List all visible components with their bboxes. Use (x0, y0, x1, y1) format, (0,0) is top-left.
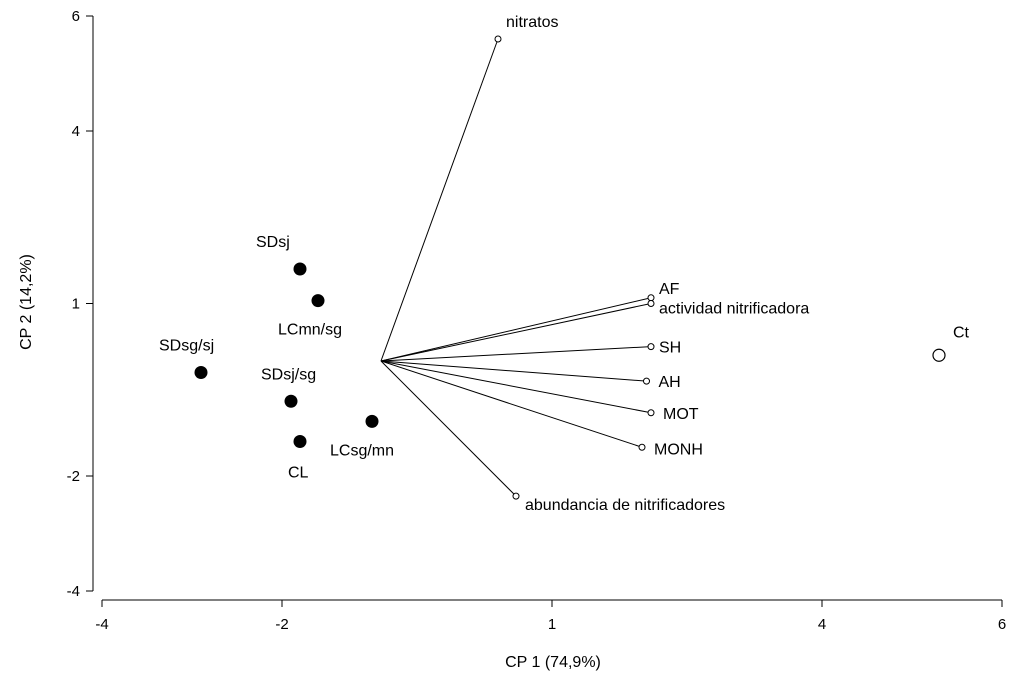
sample-label-6: Ct (953, 324, 970, 341)
x-tick-label-3: 4 (818, 616, 826, 633)
point-labels: nitratos AF actividad nitrificadora SH AH MOT… (159, 14, 970, 514)
vector-0 (380, 38, 499, 362)
variable-label-2: actividad nitrificadora (659, 301, 809, 318)
x-axis-title: CP 1 (74,9%) (505, 654, 601, 671)
vector-7 (380, 360, 517, 497)
variable-label-4: AH (659, 374, 681, 391)
vector-tip-6 (638, 443, 646, 451)
sample-point-5 (365, 414, 379, 428)
y-tick-label-3: 4 (72, 123, 80, 140)
vector-tip-7 (512, 492, 520, 500)
y-tick-label-4: 6 (72, 8, 80, 25)
sample-point-6 (932, 348, 946, 362)
variable-label-6: MONH (654, 441, 703, 458)
sample-label-4: CL (288, 465, 309, 482)
vector-tip-2 (647, 300, 655, 307)
sample-point-2 (194, 366, 208, 379)
sample-point-4 (293, 435, 307, 448)
vector-tip-1 (647, 294, 655, 302)
sample-label-1: LCmn/sg (278, 322, 342, 339)
variable-vectors (380, 35, 655, 500)
sample-label-5: LCsg/mn (330, 442, 394, 459)
vector-tip-5 (647, 409, 655, 417)
vector-4 (380, 360, 647, 382)
vector-tip-3 (647, 343, 655, 351)
vector-tip-4 (643, 377, 650, 385)
x-ticks: -4 -2 1 4 6 (95, 600, 1006, 633)
x-tick-label-0: -4 (95, 616, 108, 633)
sample-point-1 (311, 294, 325, 308)
variable-label-1: AF (659, 281, 680, 298)
x-tick-label-4: 6 (998, 616, 1006, 633)
variable-label-3: SH (659, 340, 681, 357)
variable-label-7: abundancia de nitrificadores (525, 497, 725, 514)
vector-6 (380, 360, 643, 448)
vector-5 (380, 360, 652, 414)
y-tick-label-0: -4 (67, 583, 80, 600)
sample-label-2: SDsg/sj (159, 338, 214, 355)
sample-label-0: SDsj (256, 234, 290, 251)
x-tick-label-1: -2 (275, 616, 288, 633)
y-tick-label-1: -2 (67, 468, 80, 485)
x-tick-label-2: 1 (548, 616, 556, 633)
y-tick-label-2: 1 (72, 296, 80, 313)
vector-2 (380, 303, 652, 362)
vector-3 (380, 346, 652, 362)
y-ticks: -4 -2 1 4 6 (67, 8, 93, 600)
sample-points (194, 262, 946, 448)
sample-label-3: SDsj/sg (261, 366, 316, 383)
sample-point-3 (284, 394, 298, 408)
vector-tip-0 (494, 35, 502, 43)
y-axis-title: CP 2 (14,2%) (18, 254, 35, 350)
vector-1 (380, 297, 652, 362)
variable-label-0: nitratos (506, 14, 558, 31)
sample-point-0 (293, 262, 307, 276)
variable-label-5: MOT (663, 406, 699, 423)
